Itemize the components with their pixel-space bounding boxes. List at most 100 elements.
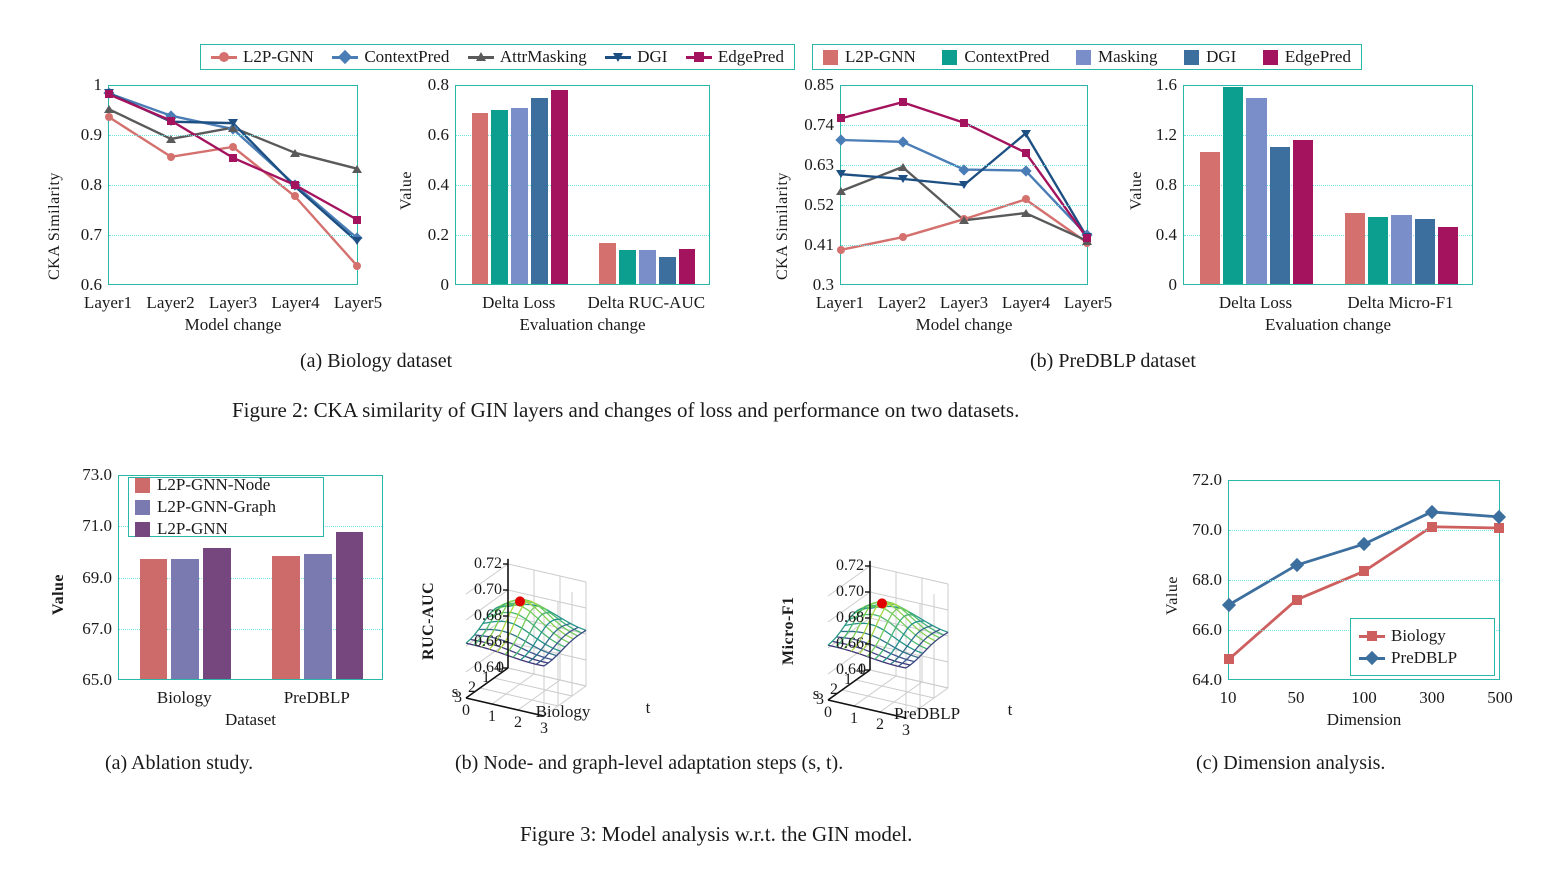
t-axis-tick-label: 3: [902, 722, 910, 739]
triangle-down-marker-icon: [352, 237, 362, 246]
z-axis-tick-label: 0.72: [836, 557, 864, 574]
legend-item-l2p-gnn: L2P-GNN: [823, 47, 916, 67]
y-axis-tick-label: 0.9: [80, 125, 102, 144]
legend-label: L2P-GNN: [845, 47, 916, 66]
bar-edgepred: [551, 90, 568, 284]
color-swatch-icon: [1076, 49, 1091, 65]
legend-label: L2P-GNN-Node: [157, 475, 271, 494]
legend-item-biology: Biology: [1359, 626, 1446, 646]
legend-item-l2p-gnn-graph: L2P-GNN-Graph: [135, 497, 276, 517]
axis-label-s: s: [451, 682, 459, 701]
chart-steps-biology: RUC-AUC 0.64 0.66 0.68 0.70 0.72 0 1 2 3 0 1 2 3 s t…: [408, 480, 753, 737]
bar-contextpred: [1223, 86, 1244, 284]
square-marker-icon: [1021, 148, 1030, 157]
z-axis-tick-label: 0.66: [474, 633, 502, 650]
color-swatch-icon: [135, 521, 150, 537]
legend-label: DGI: [1206, 47, 1237, 66]
legend-item-dgi: DGI: [605, 47, 667, 67]
color-swatch-icon: [135, 477, 150, 493]
z-axis-tick-label: 0.70: [474, 581, 502, 598]
triangle-up-marker-icon: [104, 105, 114, 114]
subcaption-figure2-a: (a) Biology dataset: [300, 350, 453, 372]
circle-marker-icon: [898, 233, 907, 242]
axis-label-x: Dimension: [1326, 710, 1402, 729]
series-line-dgi: [107, 92, 359, 243]
y-axis-tick-label: 0: [1168, 275, 1178, 294]
gridline: [456, 185, 709, 186]
s-axis-tick-label: 1: [482, 669, 490, 686]
square-marker-icon: [1359, 629, 1385, 643]
axis-label-x: Dataset: [225, 710, 276, 729]
axis-label-x: Model change: [184, 315, 282, 334]
square-marker-icon: [837, 114, 845, 123]
y-axis-tick-label: 0.2: [427, 225, 449, 244]
series-line-contextpred: [107, 92, 359, 240]
legend-label: Biology: [1391, 626, 1446, 645]
y-axis-tick-label: 0.41: [804, 235, 834, 254]
y-axis-tick-label: 1.6: [1155, 75, 1177, 94]
circle-marker-icon: [211, 50, 237, 64]
t-axis-tick-label: 2: [876, 716, 884, 733]
x-axis-tick-label: Layer2: [877, 293, 927, 312]
legend-label: ContextPred: [364, 47, 450, 66]
bar-l2p-gnn: [203, 547, 231, 679]
s-axis-tick-label: 1: [844, 671, 852, 688]
s-axis-tick-label: 2: [830, 681, 838, 698]
gridline: [119, 577, 382, 579]
legend-label: PreDBLP: [1391, 648, 1458, 667]
y-axis-tick-label: 1: [93, 75, 103, 94]
z-axis-tick-label: 0.64: [836, 661, 864, 678]
color-swatch-icon: [942, 49, 958, 65]
caption-figure2: Figure 2: CKA similarity of GIN layers a…: [232, 398, 1020, 422]
bar-contextpred: [1368, 216, 1389, 284]
circle-marker-icon: [105, 113, 113, 122]
y-axis-tick-label: 0.6: [427, 125, 449, 144]
y-axis-tick-label: 0.63: [804, 155, 834, 174]
subcaption-figure3-b: (b) Node- and graph-level adaptation ste…: [455, 752, 844, 774]
color-swatch-icon: [135, 499, 150, 515]
y-axis-tick-label: 0.74: [804, 115, 834, 134]
circle-marker-icon: [291, 192, 299, 201]
chart-steps-predblp: Micro-F1 0.64 0.66 0.68 0.70 0.72 0 1 2 3 0 1 2 3 s …: [742, 480, 1097, 739]
y-axis-tick-label: 0.8: [80, 175, 102, 194]
series-line-l2p-gnn: [107, 115, 359, 267]
y-axis-tick-label: 67.0: [82, 618, 112, 638]
z-axis-tick-label: 0.68: [474, 607, 502, 624]
square-marker-icon: [1426, 521, 1437, 532]
bar-dgi: [531, 97, 549, 284]
y-axis-tick-label: 73.0: [82, 465, 112, 484]
optimum-marker-icon: [515, 596, 525, 607]
legend-item-edgepred: EdgePred: [1262, 47, 1351, 67]
x-axis-tick-label: 50: [1287, 688, 1305, 707]
square-marker-icon: [1083, 233, 1091, 242]
axis-lines: [465, 558, 545, 717]
subcaption-figure3-a: (a) Ablation study.: [105, 752, 254, 774]
chart-predblp-cka: CKA Similarity 0.3 0.41 0.52 0.63 0.74 0.85 L…: [768, 75, 1112, 334]
axis-label-y: CKA Similarity: [774, 172, 791, 280]
y-axis-tick-label: 66.0: [1192, 620, 1222, 639]
triangle-down-marker-icon: [1020, 129, 1031, 138]
axis-label-t: t: [645, 698, 651, 717]
bar-contextpred: [491, 110, 509, 284]
y-axis-tick-label: 0: [440, 275, 450, 294]
x-axis-tick-label: Delta Loss: [1218, 293, 1293, 312]
bar-masking: [1246, 97, 1267, 284]
circle-marker-icon: [1021, 195, 1030, 204]
gridline: [841, 205, 1087, 206]
x-axis-tick-label: Layer3: [939, 293, 989, 312]
square-marker-icon: [291, 181, 299, 189]
y-axis-tick-label: 72.0: [1192, 470, 1222, 489]
y-axis-tick-label: 0.3: [812, 275, 834, 294]
z-axis-tick-label: 0.68: [836, 609, 864, 626]
bar-dgi: [658, 256, 676, 284]
z-axis-tick-label: 0.70: [836, 583, 864, 600]
square-marker-icon: [353, 215, 361, 224]
axis-label-t: t: [1007, 700, 1013, 719]
circle-marker-icon: [167, 152, 175, 161]
legend-dimension: Biology PreDBLP: [1350, 618, 1495, 676]
t-axis-tick-label: 2: [514, 714, 522, 731]
y-axis-tick-label: 0.8: [427, 75, 449, 94]
z-axis-tick-label: 0.66: [836, 635, 864, 652]
circle-marker-icon: [353, 261, 361, 270]
gridline: [1229, 530, 1499, 531]
